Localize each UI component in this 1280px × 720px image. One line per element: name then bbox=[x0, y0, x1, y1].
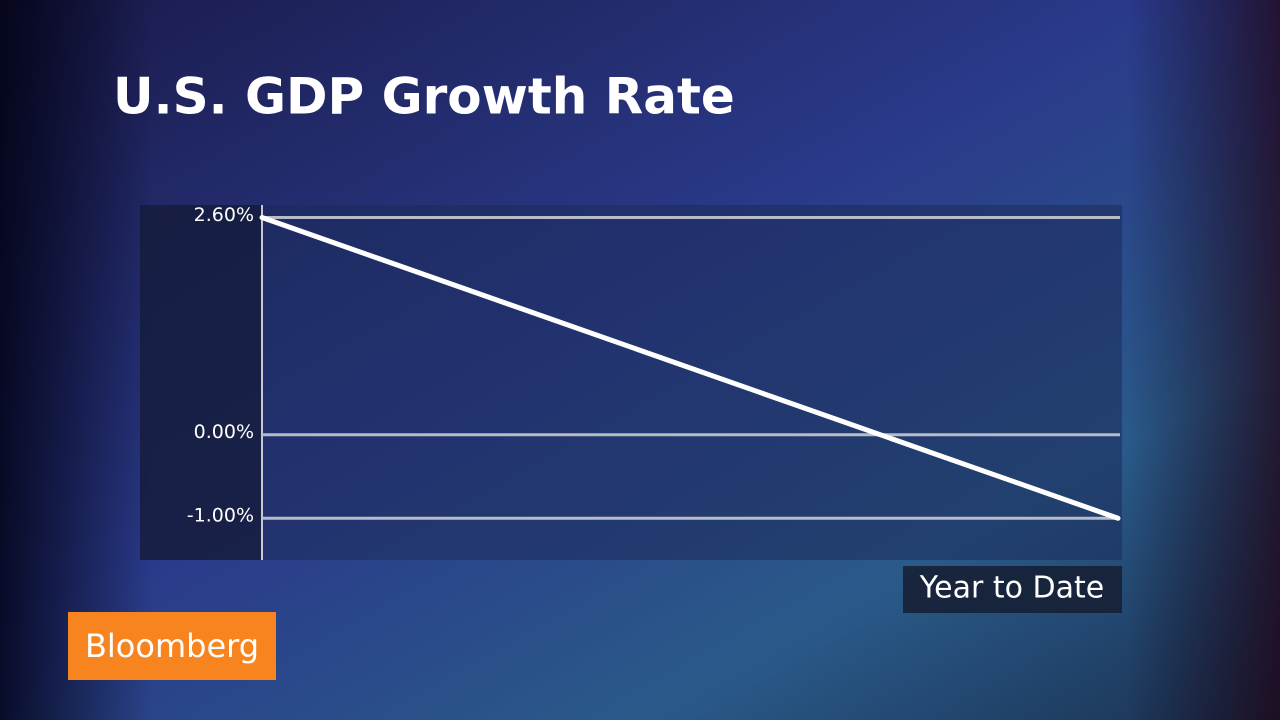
plot-area bbox=[262, 205, 1122, 560]
y-tick-label: 0.00% bbox=[194, 421, 254, 443]
x-axis-label: Year to Date bbox=[919, 571, 1104, 606]
y-tick-label: 2.60% bbox=[194, 204, 254, 226]
y-tick-label: -1.00% bbox=[187, 505, 254, 527]
logo-box bbox=[68, 612, 276, 680]
line bbox=[259, 215, 1121, 521]
logo: Bloomberg bbox=[85, 627, 259, 665]
chart-title: U.S. GDP Growth Rate bbox=[113, 68, 735, 126]
y-axis-panel bbox=[140, 205, 262, 560]
x-label-box bbox=[903, 566, 1122, 613]
